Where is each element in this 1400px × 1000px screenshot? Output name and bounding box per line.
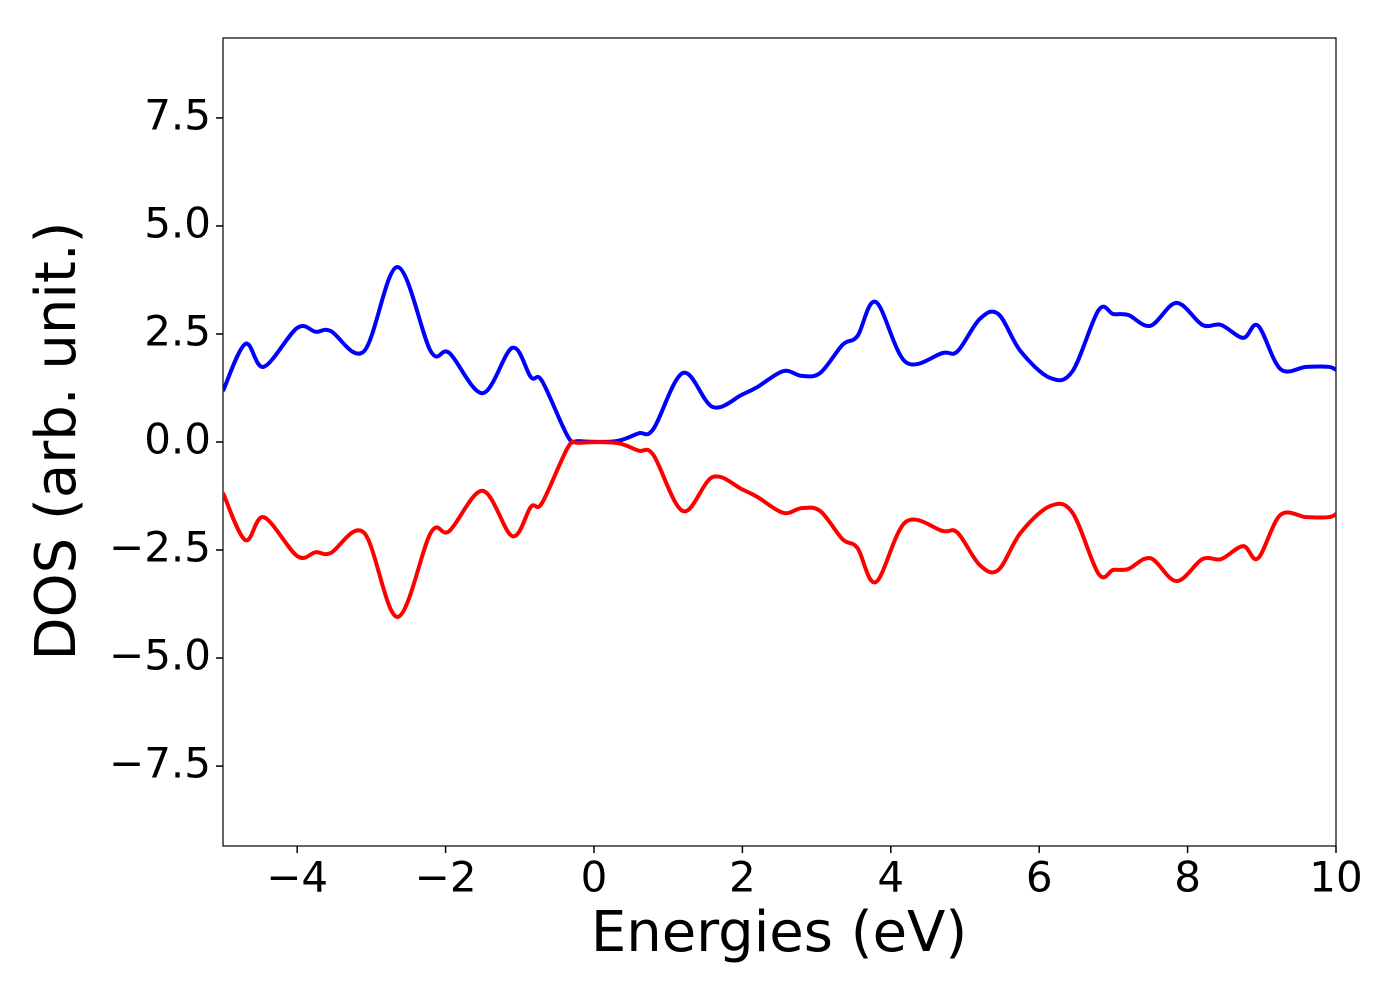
x-axis-label: Energies (eV) (591, 900, 967, 965)
plot-frame (222, 37, 1337, 847)
x-tick-label: 2 (729, 853, 756, 902)
y-axis-label: DOS (arb. unit.) (24, 221, 89, 660)
x-tick-label: 8 (1174, 853, 1201, 902)
x-tick-label: 6 (1026, 853, 1053, 902)
x-tick-label: 4 (877, 853, 904, 902)
x-tick-label: 10 (1309, 853, 1362, 902)
y-tick-label: 7.5 (144, 90, 211, 139)
x-tick-label: 0 (581, 853, 608, 902)
y-tick-label: −2.5 (109, 523, 211, 572)
y-tick-label: −5.0 (109, 631, 211, 680)
y-tick-label: 5.0 (144, 198, 211, 247)
y-tick-label: 2.5 (144, 306, 211, 355)
y-tick-label: 0.0 (144, 415, 211, 464)
y-tick-label: −7.5 (109, 739, 211, 788)
x-tick-label: −4 (266, 853, 328, 902)
line-series (223, 265, 1336, 445)
x-tick-label: −2 (415, 853, 477, 902)
line-series (223, 439, 1336, 619)
